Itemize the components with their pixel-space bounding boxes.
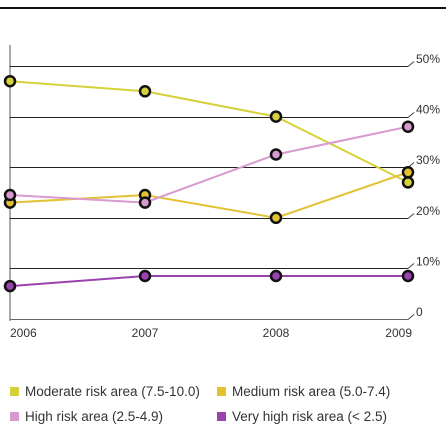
x-tick-labels: 2006 2007 2008 2009 [10, 326, 412, 340]
gridline-leader-5 [407, 61, 415, 67]
y-tick-label-1: 10% [416, 254, 440, 268]
gridlines [10, 61, 415, 320]
gridline-leader-4 [407, 112, 415, 118]
point-1-2008 [269, 211, 283, 225]
chart-frame [0, 7, 446, 321]
legend-label-medium: Medium risk area (5.0-7.4) [232, 383, 391, 399]
line-chart: 0 10% 20% 30% 40% 50% 2006 2007 2008 2009 [0, 7, 446, 340]
legend-label-high: High risk area (2.5-4.9) [25, 408, 164, 424]
legend-swatch-medium [217, 386, 226, 396]
x-tick-label-2007: 2007 [132, 326, 159, 340]
y-tick-label-5: 50% [416, 52, 440, 66]
gridline-leader-0 [407, 314, 415, 320]
point-0-2007 [138, 85, 152, 98]
legend: Moderate risk area (7.5-10.0) Medium ris… [10, 383, 446, 424]
point-3-2006 [3, 279, 17, 293]
series-lines [9, 80, 409, 288]
gridline-leader-2 [407, 213, 415, 219]
legend-label-moderate: Moderate risk area (7.5-10.0) [25, 383, 200, 399]
point-0-2008 [269, 110, 283, 123]
legend-label-very-high: Very high risk area (< 2.5) [232, 408, 387, 424]
series-points [3, 74, 415, 293]
point-3-2007 [138, 269, 152, 283]
point-0-2006 [3, 74, 17, 88]
y-tick-label-2: 20% [416, 204, 440, 218]
series-line-0 [9, 80, 409, 184]
point-3-2009 [401, 269, 415, 283]
x-tick-label-2006: 2006 [10, 326, 37, 340]
legend-swatch-moderate [10, 386, 19, 396]
point-3-2008 [269, 269, 283, 283]
legend-item-medium: Medium risk area (5.0-7.4) [217, 383, 446, 399]
point-0-2009 [401, 176, 415, 189]
x-tick-label-2008: 2008 [263, 326, 290, 340]
point-1-2009 [401, 166, 415, 179]
y-tick-labels: 0 10% 20% 30% 40% 50% [416, 52, 440, 319]
y-tick-label-3: 30% [416, 153, 440, 167]
gridline-leader-1 [407, 263, 415, 269]
legend-item-high: High risk area (2.5-4.9) [10, 408, 217, 424]
point-2-2007 [138, 196, 152, 209]
point-2-2009 [401, 120, 415, 133]
legend-item-very-high: Very high risk area (< 2.5) [217, 408, 446, 424]
y-tick-label-0: 0 [416, 305, 423, 319]
legend-item-moderate: Moderate risk area (7.5-10.0) [10, 383, 217, 399]
x-tick-label-2009: 2009 [385, 326, 412, 340]
y-tick-label-4: 40% [416, 103, 440, 117]
legend-swatch-very-high [217, 411, 226, 421]
series-line-2 [9, 125, 409, 204]
legend-swatch-high [10, 411, 19, 421]
point-2-2008 [269, 148, 283, 161]
series-line-3 [9, 275, 408, 288]
point-2-2006 [3, 188, 17, 202]
